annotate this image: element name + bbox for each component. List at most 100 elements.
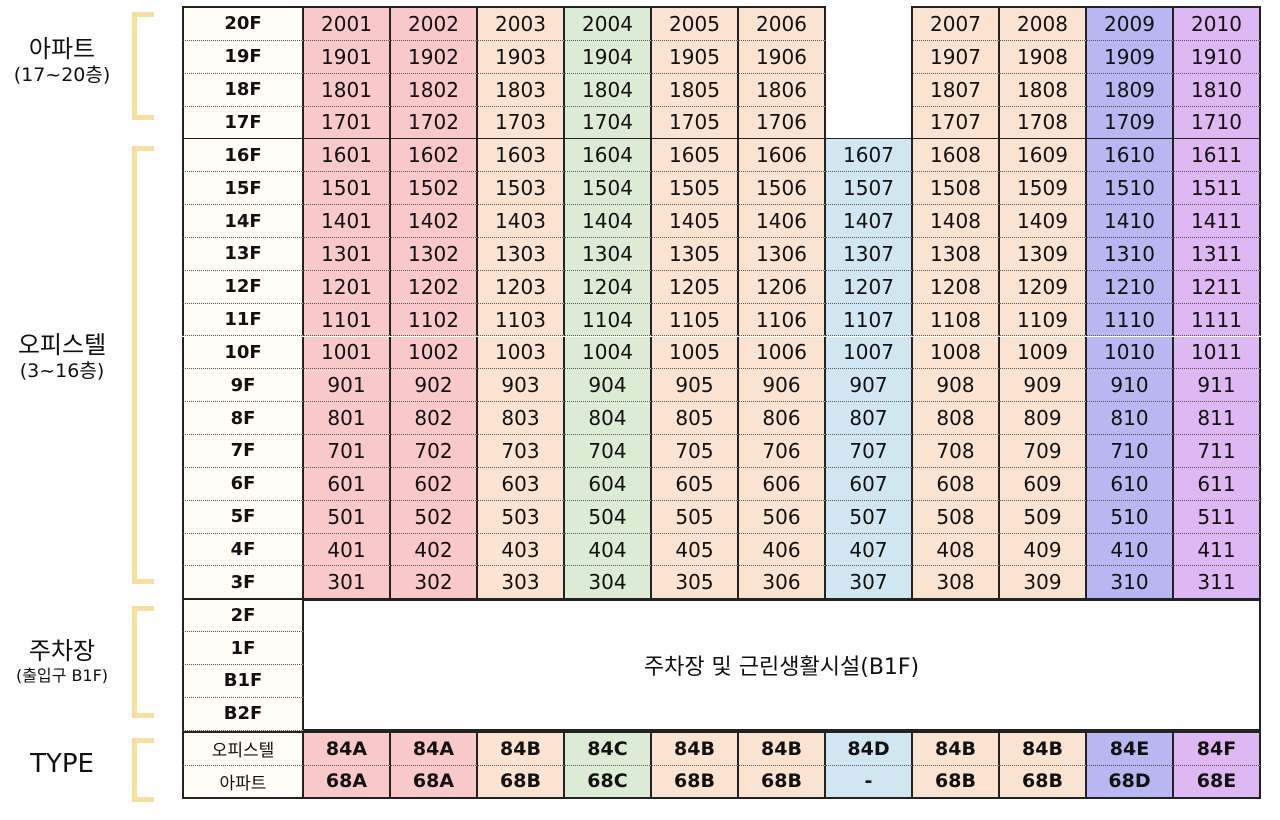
type-cell: 84B [1000, 732, 1087, 766]
unit-cell: 1010 [1087, 336, 1174, 370]
unit-cell: 408 [913, 533, 1000, 567]
unit-cell: 1111 [1174, 303, 1261, 337]
unit-cell: 808 [913, 402, 1000, 436]
unit-cell: 405 [652, 533, 739, 567]
officetel-bracket [132, 146, 154, 584]
floor-label: 14F [182, 205, 304, 238]
unit-cell: 1509 [1000, 172, 1087, 206]
parking-area: 주차장 및 근린생활시설(B1F) [304, 599, 1261, 731]
unit-cell: 1110 [1087, 303, 1174, 337]
unit-cell: 803 [478, 402, 565, 436]
unit-cell: 1211 [1174, 270, 1261, 304]
unit-cell: 403 [478, 533, 565, 567]
unit-cell: 610 [1087, 467, 1174, 501]
parking-floor-label: 2F [182, 599, 304, 633]
unit-cell: 707 [826, 435, 913, 468]
unit-cell: 1004 [565, 336, 652, 370]
type-cell: 84D [826, 732, 913, 766]
unit-cell: 1001 [304, 336, 391, 370]
type-bracket [132, 738, 154, 802]
type-cell: - [826, 765, 913, 799]
floor-label: 4F [182, 533, 304, 567]
unit-cell: 2004 [565, 8, 652, 41]
unit-cell: 1309 [1000, 237, 1087, 271]
unit-cell: 305 [652, 566, 739, 600]
unit-cell: 1910 [1174, 40, 1261, 74]
unit-cell: 1511 [1174, 172, 1261, 206]
unit-cell: 604 [565, 467, 652, 501]
unit-cell: 1501 [304, 172, 391, 206]
unit-cell: 1002 [391, 336, 478, 370]
unit-cell: 1505 [652, 172, 739, 206]
unit-cell: 1109 [1000, 303, 1087, 337]
unit-cell: 607 [826, 467, 913, 501]
unit-cell: 911 [1174, 369, 1261, 403]
unit-cell: 1008 [913, 336, 1000, 370]
unit-cell: 1005 [652, 336, 739, 370]
unit-cell: 907 [826, 369, 913, 403]
unit-cell: 709 [1000, 435, 1087, 468]
section-divider [182, 730, 1261, 733]
apartment-subtitle: (17~20층) [13, 64, 111, 86]
type-cell: 68A [304, 765, 391, 799]
grid-border [182, 797, 1261, 800]
unit-cell: 2006 [739, 8, 826, 41]
floor-label: 8F [182, 402, 304, 436]
unit-cell: 1307 [826, 237, 913, 271]
unit-cell: 2009 [1087, 8, 1174, 41]
unit-cell: 402 [391, 533, 478, 567]
unit-cell: 1801 [304, 73, 391, 107]
type-cell: 84A [304, 732, 391, 766]
unit-cell: 2001 [304, 8, 391, 41]
unit-cell: 1205 [652, 270, 739, 304]
unit-cell: 711 [1174, 435, 1261, 468]
unit-cell: 1108 [913, 303, 1000, 337]
unit-cell: 1807 [913, 73, 1000, 107]
unit-cell: 2010 [1174, 8, 1261, 41]
empty-cell [826, 40, 913, 74]
unit-cell: 301 [304, 566, 391, 600]
unit-cell: 1605 [652, 139, 739, 173]
parking-subtitle: (출입구 B1F) [15, 666, 109, 685]
unit-cell: 1903 [478, 40, 565, 74]
floor-label: 11F [182, 303, 304, 337]
floor-label: 10F [182, 336, 304, 370]
unit-cell: 1706 [739, 106, 826, 140]
unit-cell: 605 [652, 467, 739, 501]
unit-cell: 1405 [652, 205, 739, 238]
unit-cell: 908 [913, 369, 1000, 403]
unit-cell: 1609 [1000, 139, 1087, 173]
unit-cell: 1003 [478, 336, 565, 370]
unit-cell: 411 [1174, 533, 1261, 567]
type-cell: 68A [391, 765, 478, 799]
apartment-group-label: 아파트 (17~20층) [0, 34, 124, 88]
unit-cell: 311 [1174, 566, 1261, 600]
unit-cell: 303 [478, 566, 565, 600]
type-cell: 84C [565, 732, 652, 766]
unit-cell: 603 [478, 467, 565, 501]
unit-cell: 502 [391, 500, 478, 534]
unit-cell: 1311 [1174, 237, 1261, 271]
unit-cell: 1502 [391, 172, 478, 206]
floor-label: 13F [182, 237, 304, 271]
unit-cell: 1203 [478, 270, 565, 304]
type-cell: 68B [478, 765, 565, 799]
unit-cell: 407 [826, 533, 913, 567]
type-cell: 84B [739, 732, 826, 766]
unit-cell: 801 [304, 402, 391, 436]
floor-label: 20F [182, 8, 304, 41]
type-cell: 84B [913, 732, 1000, 766]
unit-cell: 1102 [391, 303, 478, 337]
parking-floor-label: B2F [182, 697, 304, 731]
unit-cell: 1403 [478, 205, 565, 238]
unit-cell: 503 [478, 500, 565, 534]
unit-cell: 1701 [304, 106, 391, 140]
unit-cell: 910 [1087, 369, 1174, 403]
type-cell: 84E [1087, 732, 1174, 766]
parking-floor-label: B1F [182, 665, 304, 698]
type-cell: 68B [652, 765, 739, 799]
parking-title: 주차장 [28, 637, 96, 665]
unit-cell: 1207 [826, 270, 913, 304]
unit-cell: 510 [1087, 500, 1174, 534]
type-row-label: 아파트 [182, 765, 304, 799]
